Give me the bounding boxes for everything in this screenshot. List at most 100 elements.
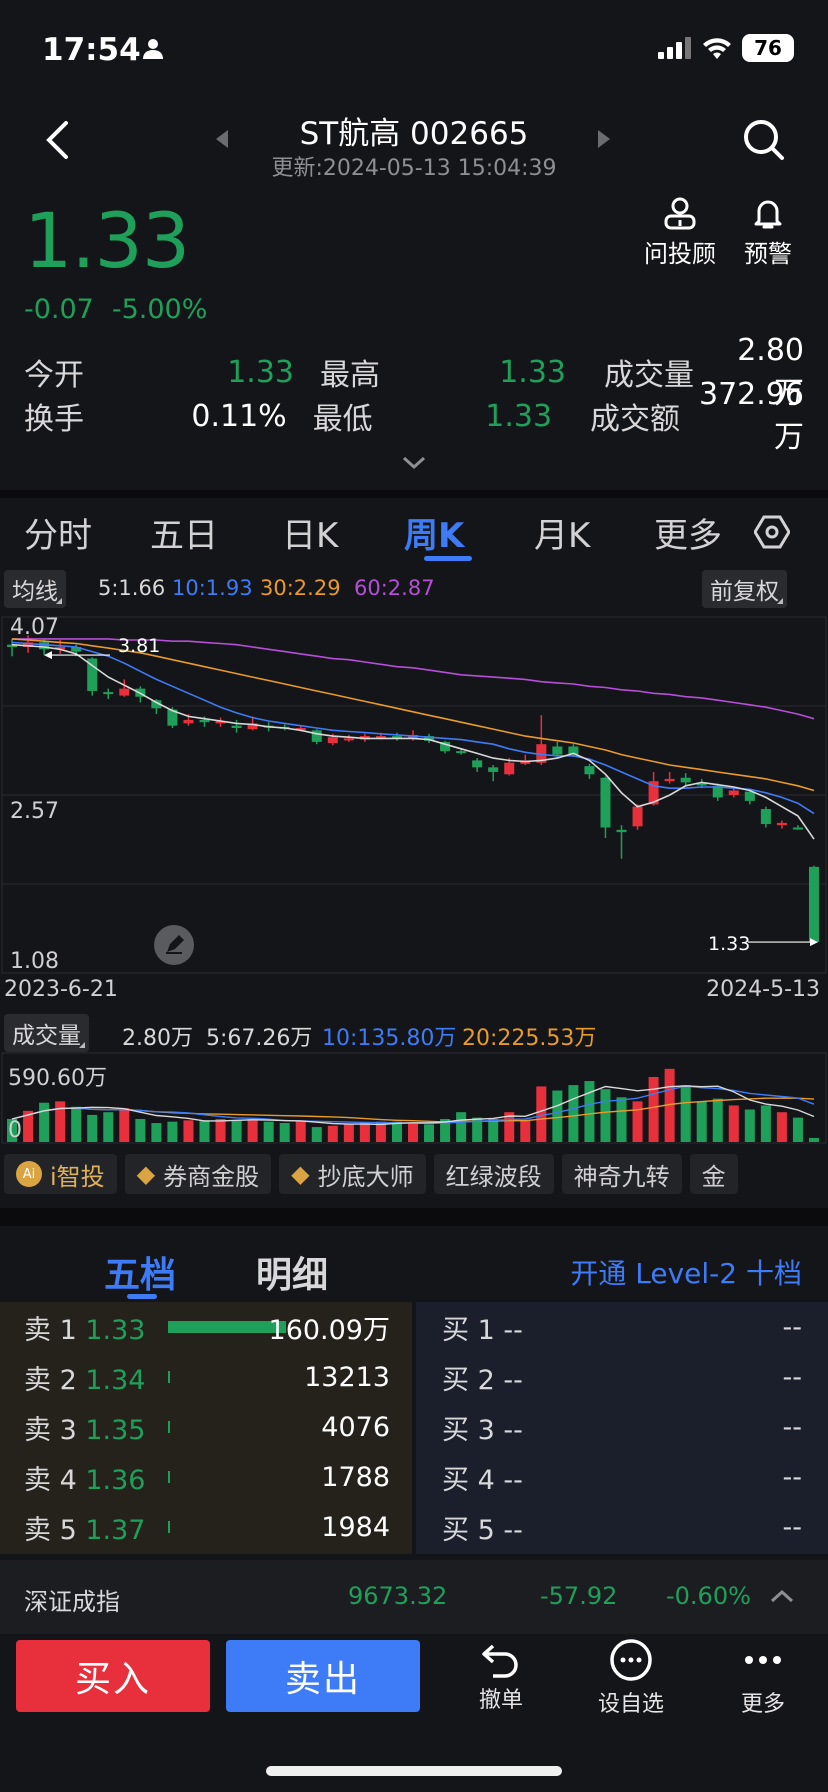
ma60-value: 60:2.87 [354, 576, 435, 600]
candle-body [295, 727, 306, 730]
tab-intraday[interactable]: 分时 [24, 516, 92, 556]
candle-body [215, 721, 226, 724]
candle-body [55, 646, 66, 650]
candle-body [744, 791, 755, 801]
ma60-line [12, 638, 815, 720]
bid-quantity: -- [782, 1461, 803, 1493]
volume-bar [584, 1081, 595, 1142]
ma30-value: 30:2.29 [260, 576, 341, 600]
volume-bar [55, 1101, 66, 1142]
feature-magic-nine[interactable]: 神奇九转 [561, 1154, 682, 1194]
candle-body [424, 736, 435, 741]
settings-hexagon-icon[interactable] [754, 514, 790, 550]
volume-bar [183, 1120, 194, 1142]
ask-volume-bar [168, 1421, 170, 1433]
volume-bar [696, 1101, 707, 1142]
volume-bar [440, 1118, 451, 1142]
ma-selector[interactable]: 均线 [4, 570, 66, 608]
ask-row: 卖 4 1.36 1788 [0, 1452, 412, 1502]
feature-ai-invest[interactable]: Ai i智投 [4, 1154, 117, 1194]
tab-five-day[interactable]: 五日 [150, 516, 218, 556]
open-value: 1.33 [227, 354, 294, 390]
add-watchlist-button[interactable]: 设自选 [586, 1634, 676, 1718]
feature-label: 券商金股 [163, 1162, 260, 1191]
back-arrow-icon[interactable] [44, 120, 70, 160]
feature-label: 神奇九转 [573, 1162, 670, 1191]
volume-bar [263, 1121, 274, 1142]
watchlist-circle-icon [610, 1639, 652, 1681]
cancel-order-button[interactable]: 撤单 [456, 1634, 546, 1714]
feature-bottom-master[interactable]: ◆ 抄底大师 [279, 1154, 426, 1194]
draw-tool-icon[interactable] [154, 925, 194, 965]
volume-bar [504, 1112, 515, 1142]
ask-volume-bar [168, 1521, 170, 1533]
bid-label: 买 3 -- [442, 1414, 523, 1446]
volume-bar [616, 1097, 627, 1142]
divider [0, 1208, 828, 1226]
candle-body [648, 781, 659, 805]
adjust-selector[interactable]: 前复权 [702, 570, 787, 608]
volume-bar [23, 1110, 34, 1142]
sell-button[interactable]: 卖出 [226, 1640, 420, 1712]
volume-bar [87, 1114, 98, 1142]
undo-icon [482, 1644, 518, 1678]
volume-bar [359, 1123, 370, 1142]
volume-ma5-line [11, 1085, 815, 1126]
diamond-icon: ◆ [136, 1160, 156, 1188]
low-value: 1.33 [485, 398, 553, 434]
candle-body [311, 730, 322, 742]
index-ticker[interactable]: 深证成指 9673.32 -57.92 -0.60% [0, 1560, 828, 1634]
expand-up-chevron-icon[interactable] [770, 1588, 794, 1604]
tab-more[interactable]: 更多 [654, 516, 722, 556]
ma5-line [11, 643, 815, 840]
candle-body [151, 700, 162, 709]
feature-more[interactable]: 金 [689, 1154, 738, 1194]
prev-stock-arrow-icon[interactable] [216, 130, 228, 148]
volume-legend: 成交量 2.80万 5:67.26万 10:135.80万 20:225.53万 [0, 1014, 828, 1052]
expand-chevron-icon[interactable] [402, 456, 426, 470]
bid-quantity: -- [782, 1411, 803, 1443]
feature-red-green-band[interactable]: 红绿波段 [433, 1154, 554, 1194]
volume-bar [135, 1118, 146, 1142]
advisor-icon [664, 197, 696, 230]
bottom-toolbar: 买入 卖出 撤单 设自选 更多 [0, 1634, 828, 1792]
candle-body [680, 777, 691, 783]
more-menu-label: 更多 [740, 1692, 785, 1717]
ask-price: 1.36 [85, 1464, 146, 1496]
bid-row: 买 2 -- -- [416, 1352, 828, 1402]
next-stock-arrow-icon[interactable] [598, 130, 610, 148]
feature-broker-gold[interactable]: ◆ 券商金股 [124, 1154, 272, 1194]
tab-trade-detail[interactable]: 明细 [256, 1255, 329, 1296]
ask-label: 卖 1 1.33 [24, 1314, 146, 1346]
more-menu-button[interactable]: 更多 [718, 1634, 808, 1718]
volume-selector[interactable]: 成交量 [4, 1014, 89, 1052]
level2-upgrade-link[interactable]: 开通 Level-2 十档 [570, 1257, 802, 1290]
volume-bar [632, 1101, 643, 1142]
tab-monthly-k[interactable]: 月K [534, 516, 591, 556]
bid-label: 买 4 -- [442, 1464, 523, 1496]
kline-chart[interactable]: 4.07 2.57 1.08 3.81 1.33 2023-6-21 2024-… [0, 615, 828, 1002]
ask-price: 1.34 [85, 1364, 146, 1396]
buy-button[interactable]: 买入 [16, 1640, 210, 1712]
volume-bar [744, 1109, 755, 1142]
status-time: 17:54 [42, 32, 141, 68]
candle-body [632, 806, 643, 827]
alert-button[interactable]: 预警 [728, 196, 808, 269]
tab-five-levels[interactable]: 五档 [104, 1255, 177, 1296]
tab-daily-k[interactable]: 日K [282, 516, 339, 556]
ask-quantity: 1788 [321, 1461, 390, 1493]
battery-indicator: 76 [742, 34, 794, 62]
volume-chart[interactable]: 590.60万 0 [0, 1052, 828, 1144]
volume-bar [536, 1086, 547, 1142]
volume-bar [520, 1120, 531, 1142]
tab-weekly-k[interactable]: 周K [404, 516, 465, 556]
volume-bar [472, 1117, 483, 1142]
search-icon[interactable] [742, 118, 786, 162]
advisor-button[interactable]: 问投顾 [640, 196, 720, 269]
person-icon [143, 39, 163, 59]
volume-svg [1, 1052, 827, 1144]
volume-bar [776, 1112, 787, 1142]
update-time: 更新:2024-05-13 15:04:39 [271, 156, 557, 181]
y-axis-bottom: 1.08 [10, 949, 59, 974]
amount-value: 372.96万 [699, 376, 804, 455]
